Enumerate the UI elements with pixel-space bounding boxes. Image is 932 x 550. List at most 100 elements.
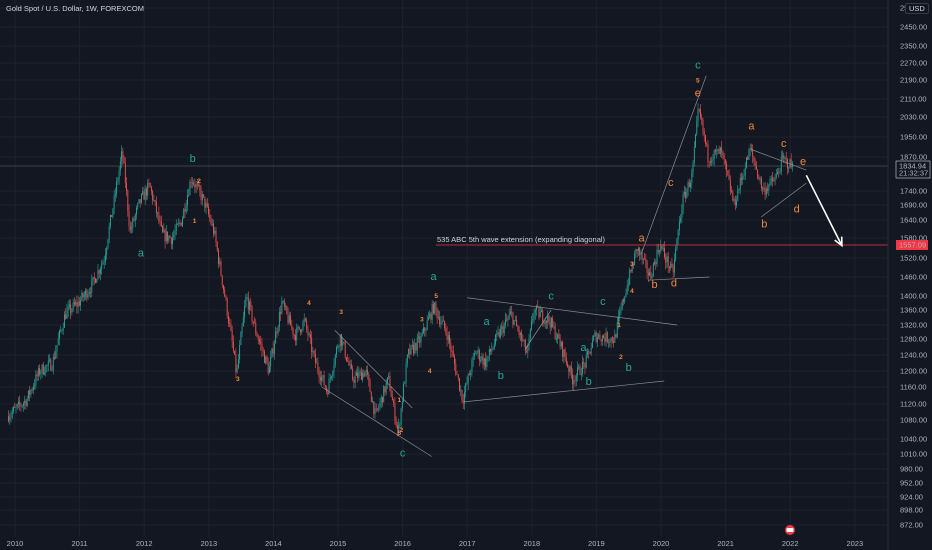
candle-body	[416, 337, 418, 351]
candle-body	[59, 330, 60, 339]
candle-body	[487, 356, 489, 359]
candle-body	[614, 334, 616, 343]
candle-body	[621, 300, 623, 309]
price-tick-label: 2270.00	[900, 59, 927, 68]
candle-body	[383, 386, 385, 403]
candle-body	[577, 367, 578, 376]
candle-body	[770, 178, 772, 180]
candle-body	[460, 390, 462, 391]
price-tick-label: 1460.00	[900, 273, 927, 282]
candle-body	[27, 390, 29, 399]
candle-body	[497, 332, 499, 334]
candle-body	[480, 360, 482, 362]
candle-body	[106, 247, 108, 256]
target-price-tag-box	[896, 240, 928, 250]
candle-body	[235, 354, 237, 373]
candle-body	[345, 357, 347, 361]
candle-body	[527, 346, 529, 353]
candle-body	[524, 340, 526, 352]
candle-body	[523, 340, 525, 341]
candle-body	[34, 385, 36, 387]
candle-body	[296, 327, 298, 341]
candle-body	[731, 191, 733, 193]
candle-body	[170, 237, 172, 245]
candle-body	[93, 277, 95, 279]
candle-body	[138, 199, 140, 204]
candle-body	[503, 324, 505, 334]
candle-body	[736, 200, 737, 206]
candle-body	[353, 379, 355, 383]
candle-body	[784, 157, 786, 159]
candle-body	[113, 195, 115, 209]
candle-body	[191, 182, 193, 184]
candle-body	[385, 383, 387, 393]
candle-body	[543, 322, 545, 324]
candle-body	[194, 184, 196, 188]
candle-body	[541, 310, 542, 312]
candle-body	[420, 335, 422, 343]
candle-body	[464, 392, 465, 404]
candle-body	[641, 252, 643, 260]
candle-body	[595, 332, 597, 342]
candle-body	[753, 156, 755, 162]
wave-label: 2	[619, 354, 623, 361]
candle-body	[179, 222, 181, 224]
candle-body	[579, 366, 581, 375]
candle-body	[639, 248, 641, 255]
candle-body	[273, 343, 275, 354]
candle-body	[670, 263, 672, 269]
candle-body	[149, 183, 151, 188]
candle-body	[693, 147, 695, 163]
candle-body	[272, 348, 274, 354]
candle-body	[709, 161, 711, 163]
candle-body	[651, 276, 653, 279]
candle-body	[134, 214, 136, 221]
candle-body	[359, 371, 361, 373]
wave-label: d	[794, 204, 800, 216]
candle-body	[698, 109, 700, 110]
candle-body	[411, 344, 413, 346]
candle-body	[364, 371, 366, 377]
candle-body	[275, 331, 277, 344]
candle-body	[616, 322, 618, 338]
candle-body	[468, 374, 470, 376]
candle-body	[270, 357, 272, 367]
candle-body	[254, 322, 255, 324]
candle-body	[46, 365, 48, 366]
candle-body	[306, 320, 308, 330]
candle-body	[227, 315, 229, 323]
candle-body	[318, 370, 320, 378]
candle-body	[259, 339, 260, 342]
candle-body	[307, 329, 309, 336]
time-tick-label: 2010	[7, 539, 24, 548]
price-tick-label: 872.00	[900, 521, 923, 530]
candle-body	[271, 348, 273, 358]
candle-body	[183, 208, 185, 219]
candle-body	[83, 294, 85, 298]
candle-body	[678, 221, 680, 230]
wave-label: 5	[398, 430, 402, 437]
event-marker-icon[interactable]	[785, 525, 795, 535]
candle-body	[380, 396, 382, 403]
candle-body	[559, 338, 561, 347]
candle-body	[441, 320, 443, 323]
candle-body	[739, 177, 741, 190]
candle-body	[295, 335, 296, 341]
candle-body	[580, 374, 582, 376]
candle-body	[242, 316, 244, 327]
candle-body	[444, 320, 446, 328]
candle-body	[208, 206, 210, 215]
time-tick-label: 2015	[330, 539, 347, 548]
candle-body	[729, 179, 731, 192]
candle-body	[603, 335, 605, 338]
candle-body	[128, 210, 130, 226]
candle-body	[482, 356, 484, 366]
candle-body	[767, 188, 769, 191]
candle-body	[414, 343, 416, 354]
candle-body	[375, 408, 377, 410]
candle-body	[773, 180, 775, 182]
candle-body	[707, 143, 709, 162]
currency-button[interactable]: USD	[905, 3, 929, 14]
candle-body	[528, 338, 530, 347]
